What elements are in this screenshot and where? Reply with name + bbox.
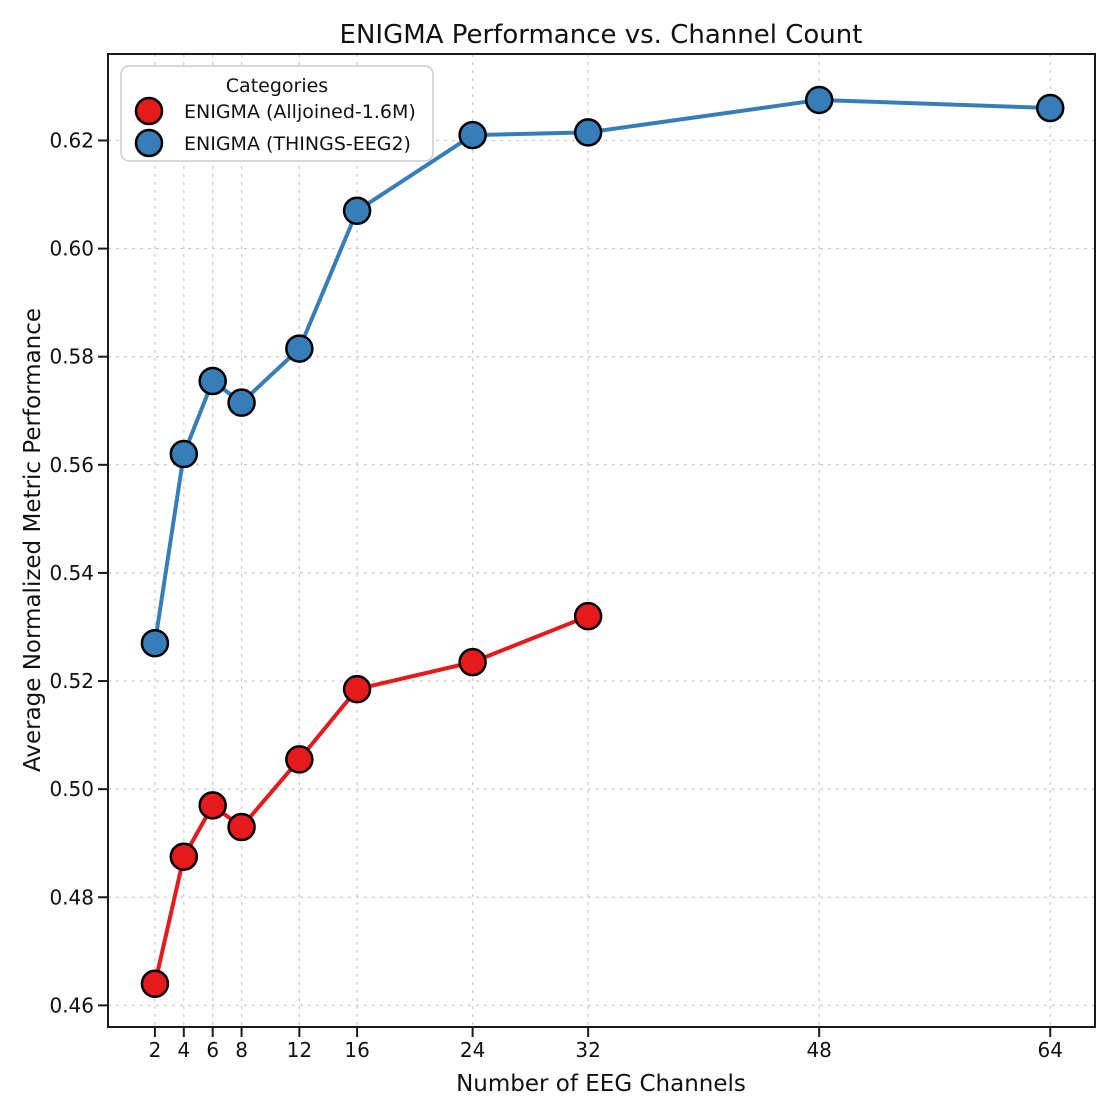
series-1-point [573,118,603,147]
x-tick-label: 6 [206,1038,219,1062]
legend-title: Categories [226,75,328,97]
series-1-point [342,196,372,226]
legend-entry-label: ENIGMA (THINGS-EEG2) [184,133,411,155]
plot-border [107,53,1096,1028]
series-0-point [140,969,170,999]
legend-entry-alljoined: ENIGMA (Alljoined-1.6M) [134,96,416,126]
y-tick-label: 0.50 [49,777,94,801]
series-0-point [342,674,372,704]
series-0-point [573,601,603,631]
series-1-point [804,85,834,115]
legend-entry-label: ENIGMA (Alljoined-1.6M) [184,101,416,123]
y-tick-label: 0.58 [49,345,94,369]
series-0-point [458,647,487,677]
x-tick-label: 48 [806,1038,831,1062]
x-axis-label: Number of EEG Channels [456,1071,746,1097]
y-tick-label: 0.46 [49,993,94,1017]
series-1-line [152,97,1053,646]
x-tick-label: 64 [1038,1038,1063,1062]
series-layer [140,85,1065,999]
legend-marker-blue-icon [134,128,164,158]
series-0-point [285,745,314,774]
x-tick-label: 24 [460,1038,485,1062]
y-tick-label: 0.52 [49,669,94,693]
x-tick-label: 8 [235,1038,248,1062]
x-tick-label: 16 [344,1038,369,1062]
y-tick-label: 0.48 [49,885,94,909]
x-tick-label: 32 [575,1038,600,1062]
y-tick-label: 0.60 [49,237,94,261]
x-tick-label: 12 [287,1038,312,1062]
legend-entry-things-eeg2: ENIGMA (THINGS-EEG2) [134,128,411,158]
y-tick-label: 0.56 [49,453,94,477]
series-1-point [1035,93,1065,123]
series-1-point [285,334,314,363]
series-1-point [169,439,199,469]
gridlines-layer [108,54,1095,1027]
y-tick-label: 0.54 [49,561,94,585]
series-1-point [140,628,170,658]
legend-marker-red-icon [134,96,164,126]
ticks-layer: 2 4 6 8 12 16 24 32 48 640.460.480.500.520.540.56… [49,128,1062,1062]
legend: Categories ENIGMA (Alljoined-1.6M) ENIGM… [120,65,434,162]
series-1-point [227,388,256,417]
series-1-point [458,120,487,150]
series-0-point [169,842,199,871]
y-tick-label: 0.62 [49,128,94,152]
x-tick-label: 2 [149,1038,162,1062]
series-1-point [198,366,227,396]
x-tick-label: 4 [177,1038,190,1062]
legend-box [120,65,434,162]
y-axis-label: Average Normalized Metric Performance [20,308,46,772]
series-0-point [227,812,256,842]
chart-title: ENIGMA Performance vs. Channel Count [340,20,863,50]
series-0-point [198,791,227,820]
